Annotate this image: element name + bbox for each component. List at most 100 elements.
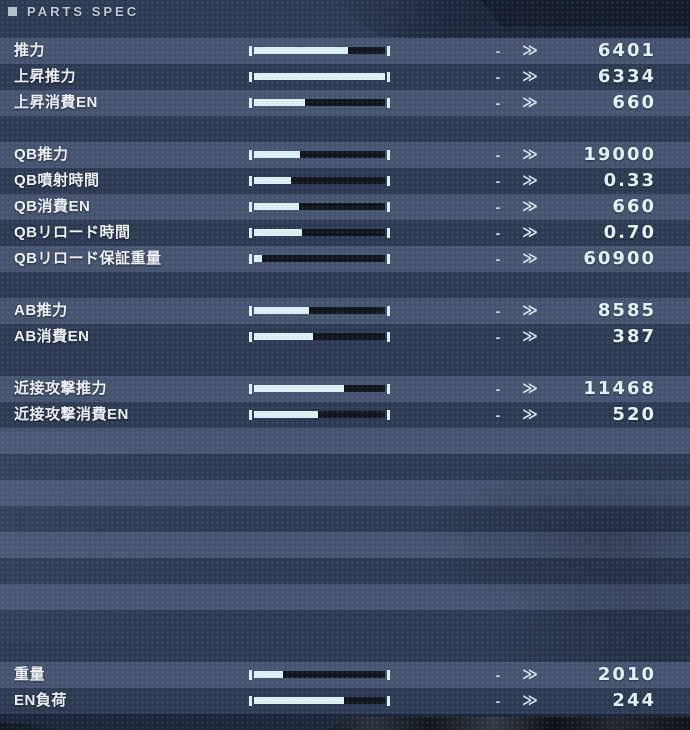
- stat-row: 上昇推力 - ≫ 6334: [0, 64, 690, 90]
- section-melee: 近接攻撃推力 - ≫ 11468 近接攻撃消費EN - ≫ 520: [0, 376, 690, 428]
- bar-left-cap: [249, 670, 252, 680]
- bar-fill: [254, 229, 303, 236]
- compare-dash-icon: -: [495, 329, 501, 345]
- chevron-right-icon: ≫: [522, 68, 538, 85]
- stat-value: 11468: [583, 378, 656, 399]
- stat-label: QB推力: [14, 146, 69, 163]
- bar-left-cap: [249, 98, 252, 108]
- stat-bar: [249, 175, 390, 187]
- background-art-bottom-strip: [328, 717, 690, 730]
- stat-value: 60900: [583, 248, 656, 269]
- stat-value: 244: [612, 690, 656, 711]
- bar-fill: [254, 697, 345, 704]
- bg-stripe: [0, 584, 690, 610]
- bar-right-cap: [387, 150, 390, 160]
- chevron-right-icon: ≫: [522, 692, 538, 709]
- bar-right-cap: [387, 202, 390, 212]
- bar-right-cap: [387, 696, 390, 706]
- stat-bar: [249, 71, 390, 83]
- stat-bar: [249, 97, 390, 109]
- bar-fill: [254, 411, 319, 418]
- chevron-right-icon: ≫: [522, 198, 538, 215]
- stat-row: 上昇消費EN - ≫ 660: [0, 90, 690, 116]
- bar-right-cap: [387, 670, 390, 680]
- bg-stripe: [0, 428, 690, 454]
- compare-dash-icon: -: [495, 381, 501, 397]
- bar-left-cap: [249, 150, 252, 160]
- compare-dash-icon: -: [495, 667, 501, 683]
- bar-track: [254, 47, 385, 54]
- bar-left-cap: [249, 696, 252, 706]
- chevron-right-icon: ≫: [522, 42, 538, 59]
- bar-left-cap: [249, 254, 252, 264]
- bar-right-cap: [387, 72, 390, 82]
- background-art-bottom-left: [0, 721, 80, 730]
- stat-value: 2010: [597, 664, 656, 685]
- bar-fill: [254, 203, 299, 210]
- stat-value: 520: [612, 404, 656, 425]
- stat-row: AB推力 - ≫ 8585: [0, 298, 690, 324]
- stat-label: QB噴射時間: [14, 172, 100, 189]
- stat-label: AB消費EN: [14, 328, 90, 345]
- stat-value: 8585: [597, 300, 656, 321]
- bar-track: [254, 229, 385, 236]
- bar-right-cap: [387, 228, 390, 238]
- bar-fill: [254, 307, 310, 314]
- chevron-right-icon: ≫: [522, 224, 538, 241]
- bar-right-cap: [387, 98, 390, 108]
- stat-value: 660: [612, 196, 656, 217]
- stat-label: AB推力: [14, 302, 68, 319]
- stat-row: AB消費EN - ≫ 387: [0, 324, 690, 350]
- stat-row: QB消費EN - ≫ 660: [0, 194, 690, 220]
- bar-left-cap: [249, 72, 252, 82]
- stat-bar: [249, 305, 390, 317]
- stat-value: 0.70: [603, 222, 656, 243]
- stat-row: QBリロード時間 - ≫ 0.70: [0, 220, 690, 246]
- stat-bar: [249, 669, 390, 681]
- header-square-icon: [8, 6, 17, 16]
- stat-bar: [249, 45, 390, 57]
- stat-bar: [249, 253, 390, 265]
- compare-dash-icon: -: [495, 173, 501, 189]
- bar-fill: [254, 99, 306, 106]
- bg-stripe: [0, 532, 690, 558]
- stat-row: QB推力 - ≫ 19000: [0, 142, 690, 168]
- stat-row: QBリロード保証重量 - ≫ 60900: [0, 246, 690, 272]
- bar-right-cap: [387, 46, 390, 56]
- bar-right-cap: [387, 410, 390, 420]
- bar-left-cap: [249, 306, 252, 316]
- bar-right-cap: [387, 332, 390, 342]
- chevron-right-icon: ≫: [522, 146, 538, 163]
- stat-bar: [249, 695, 390, 707]
- panel-title: PARTS SPEC: [27, 3, 140, 19]
- section-assault-boost: AB推力 - ≫ 8585 AB消費EN - ≫ 387: [0, 298, 690, 350]
- stat-row: 重量 - ≫ 2010: [0, 662, 690, 688]
- bar-track: [254, 697, 385, 704]
- stat-value: 387: [612, 326, 656, 347]
- chevron-right-icon: ≫: [522, 328, 538, 345]
- compare-dash-icon: -: [495, 43, 501, 59]
- stat-label: QB消費EN: [14, 198, 91, 215]
- stat-bar: [249, 227, 390, 239]
- bar-fill: [254, 73, 385, 80]
- stat-value: 6334: [597, 66, 656, 87]
- bar-track: [254, 333, 385, 340]
- stat-value: 19000: [583, 144, 656, 165]
- bar-fill: [254, 255, 262, 262]
- compare-dash-icon: -: [495, 199, 501, 215]
- stat-row: 近接攻撃推力 - ≫ 11468: [0, 376, 690, 402]
- stat-label: QBリロード保証重量: [14, 250, 162, 267]
- panel-header: PARTS SPEC: [8, 3, 140, 19]
- chevron-right-icon: ≫: [522, 380, 538, 397]
- stat-label: 近接攻撃消費EN: [14, 406, 129, 423]
- bar-left-cap: [249, 410, 252, 420]
- bar-right-cap: [387, 384, 390, 394]
- compare-dash-icon: -: [495, 69, 501, 85]
- bar-track: [254, 99, 385, 106]
- stat-row: 推力 - ≫ 6401: [0, 38, 690, 64]
- compare-dash-icon: -: [495, 251, 501, 267]
- bar-left-cap: [249, 202, 252, 212]
- bar-right-cap: [387, 254, 390, 264]
- compare-dash-icon: -: [495, 407, 501, 423]
